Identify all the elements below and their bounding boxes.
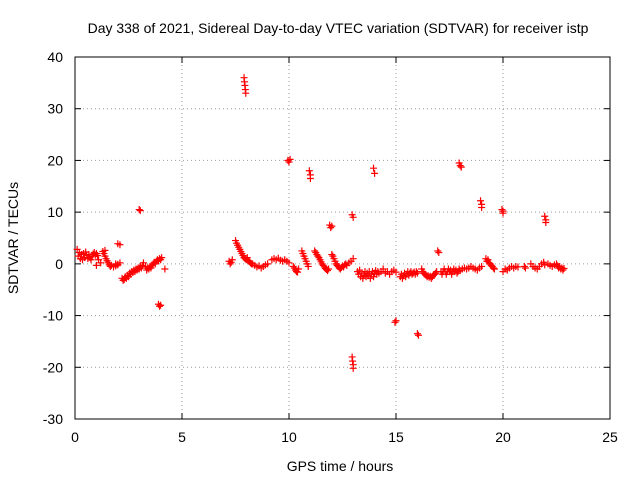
- y-tick-labels: -30 -20 -10 0 10 20 30 40: [43, 49, 63, 427]
- data-point: [499, 209, 507, 217]
- data-point: [413, 330, 421, 338]
- data-point: [135, 206, 143, 214]
- data-point: [325, 265, 333, 273]
- y-tick-label: 40: [47, 49, 63, 65]
- data-point: [116, 241, 124, 249]
- x-tick-label: 0: [71, 429, 79, 445]
- data-point: [484, 256, 492, 264]
- chart-title: Day 338 of 2021, Sidereal Day-to-day VTE…: [88, 20, 589, 36]
- y-axis-label: SDTVAR / TECUs: [5, 182, 21, 294]
- data-point: [342, 260, 350, 268]
- x-tick-label: 5: [178, 429, 186, 445]
- data-point: [349, 357, 357, 365]
- data-point: [349, 364, 357, 372]
- x-tick-label: 20: [495, 429, 511, 445]
- data-point: [139, 259, 147, 267]
- data-point: [349, 255, 357, 263]
- data-point: [391, 318, 399, 326]
- data-point: [285, 259, 293, 267]
- data-point: [328, 251, 336, 259]
- data-point: [559, 266, 567, 274]
- data-point: [392, 317, 400, 325]
- x-tick-label: 25: [602, 429, 618, 445]
- y-tick-label: -10: [43, 308, 63, 324]
- data-point: [432, 269, 440, 277]
- y-tick-label: -20: [43, 359, 63, 375]
- data-point: [294, 268, 302, 276]
- data-point: [434, 247, 442, 255]
- data-point: [489, 264, 497, 272]
- data-point: [114, 261, 122, 269]
- data-point: [295, 265, 303, 273]
- plot-frame: [74, 56, 611, 420]
- data-point: [359, 274, 367, 282]
- data-point: [101, 246, 109, 254]
- data-points: [73, 74, 568, 372]
- data-point: [97, 259, 105, 267]
- data-point: [156, 302, 164, 310]
- data-point: [456, 162, 464, 170]
- data-point: [311, 247, 319, 255]
- data-point: [264, 260, 272, 268]
- data-point: [435, 248, 443, 256]
- data-point: [366, 274, 374, 282]
- data-point: [477, 197, 485, 205]
- data-point: [305, 167, 313, 175]
- y-tick-label: 30: [47, 101, 63, 117]
- data-point: [521, 264, 529, 272]
- data-point: [478, 203, 486, 211]
- y-tick-label: 10: [47, 204, 63, 220]
- data-point: [136, 207, 144, 215]
- data-point: [392, 268, 400, 276]
- x-tick-label: 15: [388, 429, 404, 445]
- x-tick-labels: 0 5 10 15 20 25: [71, 429, 618, 445]
- data-point: [370, 164, 378, 172]
- data-point: [228, 256, 236, 264]
- data-point: [414, 331, 422, 339]
- data-point: [379, 265, 387, 273]
- data-point: [324, 267, 332, 275]
- data-point: [157, 301, 165, 309]
- data-point: [286, 155, 294, 163]
- grid-lines: [75, 57, 610, 419]
- axis-ticks: [74, 56, 611, 420]
- data-point: [304, 262, 312, 270]
- data-point: [541, 212, 549, 220]
- data-point: [490, 265, 498, 273]
- data-point: [413, 269, 421, 277]
- data-point: [242, 89, 250, 97]
- data-point: [92, 261, 100, 269]
- y-tick-label: 20: [47, 152, 63, 168]
- data-point: [520, 262, 528, 270]
- data-point: [514, 263, 522, 271]
- data-point: [161, 265, 169, 273]
- data-point: [226, 260, 234, 268]
- data-point: [158, 254, 166, 262]
- y-tick-label: 0: [55, 256, 63, 272]
- x-axis-label: GPS time / hours: [287, 458, 394, 474]
- data-point: [327, 224, 335, 232]
- data-point: [498, 206, 506, 214]
- x-tick-label: 10: [281, 429, 297, 445]
- data-point: [457, 163, 465, 171]
- data-point: [87, 256, 95, 264]
- data-point: [542, 218, 550, 226]
- data-point: [243, 254, 251, 262]
- data-point: [412, 268, 420, 276]
- data-point: [371, 169, 379, 177]
- data-point: [314, 252, 322, 260]
- y-tick-label: -30: [43, 411, 63, 427]
- data-point: [306, 175, 314, 183]
- data-point: [478, 262, 486, 270]
- data-point: [349, 213, 357, 221]
- data-point: [560, 265, 568, 273]
- data-point: [289, 262, 297, 270]
- data-point: [93, 252, 101, 260]
- data-point: [328, 222, 336, 230]
